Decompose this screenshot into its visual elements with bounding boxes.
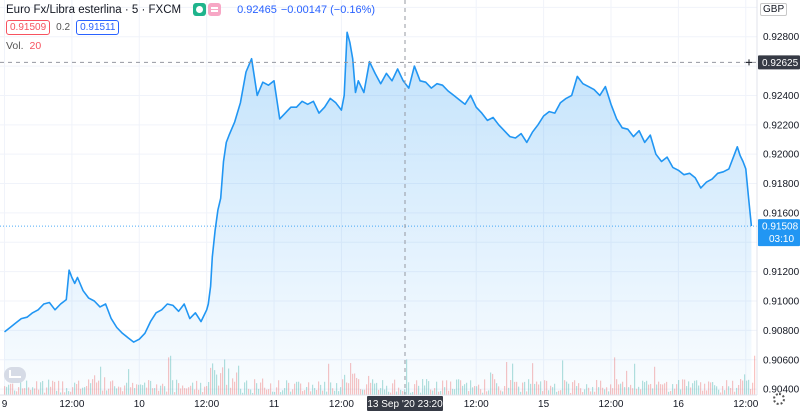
crosshair-time-text: 13 Sep '20 23:20 [367,399,443,410]
y-tick-label: 0.90800 [763,326,800,337]
tradingview-logo-icon[interactable] [4,367,26,383]
settings-gear-icon[interactable] [773,393,785,405]
x-tick-label: 9 [2,399,8,410]
volume-value: 20 [29,40,42,52]
crosshair-time-badge [367,396,443,411]
plus-icon [746,59,752,66]
current-price-badge [758,219,800,247]
x-tick-label: 12:00 [194,399,219,410]
x-tick-label: 12:00 [59,399,84,410]
price-area [0,31,757,396]
x-tick-label: 12:00 [733,399,758,410]
y-tick-label: 0.92200 [763,120,800,131]
market-open-icon[interactable] [193,3,207,16]
countdown-text: 03:10 [769,234,794,245]
x-tick-label: 11 [269,399,280,410]
y-tick-label: 0.91000 [763,297,800,308]
bid-button[interactable]: 0.91509 [6,20,51,35]
area-fill [4,32,752,396]
y-tick-label: 0.91600 [763,208,800,219]
bid-ask-row: 0.91509 0.2 0.91511 [6,20,120,35]
y-tick-label: 0.90400 [763,385,800,396]
x-tick-label: 16 [673,399,685,410]
y-tick-label: 0.92800 [763,32,800,43]
crosshair [0,0,757,395]
flag-icon[interactable] [208,3,222,16]
x-tick-label: 12:00 [464,399,489,410]
y-tick-label: 0.92000 [763,150,800,161]
ask-button[interactable]: 0.91511 [76,20,120,35]
symbol-title[interactable]: Euro Fx/Libra esterlina · 5 · FXCM [6,3,182,16]
crosshair-price-text: 0.92625 [762,58,799,69]
current-price-text: 0.91508 [762,222,799,233]
y-tick-label: 0.90600 [763,355,800,366]
volume-bar [754,355,756,395]
y-tick-label: 0.92400 [763,91,800,102]
x-tick-label: 12:00 [329,399,354,410]
y-tick-label: 0.91200 [763,267,800,278]
currency-label[interactable]: GBP [760,3,788,16]
crosshair-price-badge [758,55,800,70]
price-change: −0.00147 (−0.16%) [280,3,376,16]
x-tick-label: 12:00 [598,399,623,410]
y-tick-label: 0.91800 [763,179,800,190]
x-tick-label: 15 [538,399,550,410]
last-price: 0.92465 [237,3,277,16]
price-line [4,31,753,343]
symbol-legend: Euro Fx/Libra esterlina · 5 · FXCM 0.924… [6,3,375,16]
spread-value: 0.2 [56,22,71,33]
volume-label: Vol. [6,40,24,52]
volume-legend: Vol. 20 [6,40,41,52]
x-tick-label: 10 [134,399,146,410]
volume-bar [752,382,754,395]
